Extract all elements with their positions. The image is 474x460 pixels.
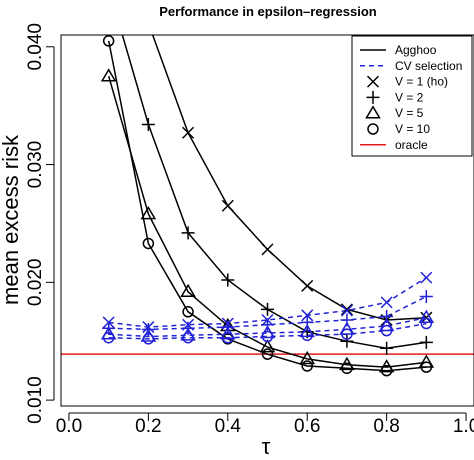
data-point [140, 206, 157, 220]
x-tick-label: 0.0 [56, 416, 82, 437]
series-line [108, 316, 427, 338]
x-tick-label: 1.0 [453, 416, 474, 437]
data-point [419, 335, 433, 349]
data-point [301, 279, 314, 292]
legend-label: V = 2 [395, 90, 424, 104]
data-point [340, 304, 353, 317]
data-point [182, 126, 195, 139]
data-point [261, 348, 274, 360]
y-tick-label: 0.040 [25, 23, 46, 71]
series-layer [61, 18, 474, 377]
data-point [142, 237, 155, 250]
data-point [420, 317, 433, 330]
data-point [300, 315, 314, 329]
data-point [261, 318, 274, 332]
x-tick-label: 0.6 [294, 416, 320, 437]
series-line [108, 322, 427, 340]
data-point [182, 306, 194, 318]
data-point [418, 354, 435, 368]
legend-label: V = 10 [395, 122, 430, 136]
chart-title: Performance in epsilon–regression [159, 4, 377, 19]
y-tick-label: 0.030 [25, 141, 46, 189]
data-point [380, 324, 393, 337]
data-point [380, 341, 394, 355]
data-point [141, 118, 155, 132]
data-point [221, 199, 234, 212]
data-point [181, 226, 195, 240]
data-point [380, 364, 393, 377]
series-line [107, 75, 427, 368]
data-point [420, 361, 433, 373]
plot-frame [60, 34, 474, 407]
data-point [142, 333, 155, 345]
data-point [420, 271, 433, 284]
data-point [143, 18, 154, 29]
x-tick-label: 0.8 [373, 416, 399, 437]
data-point [341, 328, 353, 340]
data-point [340, 303, 353, 316]
legend: Agghoo CV selection V = 1 (ho)V = 2 V = 5 V … [351, 35, 473, 157]
data-point [301, 360, 313, 372]
data-point [102, 331, 115, 344]
data-point [418, 309, 435, 323]
data-point [301, 309, 314, 322]
data-point [222, 331, 234, 344]
data-point [180, 283, 196, 298]
data-point [261, 302, 274, 316]
data-point [339, 321, 355, 335]
x-axis-label: τ [262, 434, 271, 459]
legend-marker [365, 105, 381, 119]
legend-label: Agghoo [395, 43, 437, 57]
legend-label: V = 1 (ho) [395, 75, 448, 89]
legend-marker [367, 123, 379, 135]
data-point [100, 68, 117, 82]
data-point [261, 330, 274, 343]
legend-marker [366, 90, 380, 104]
y-axis: 0.010 0.020 0.030 0.040 [25, 23, 55, 424]
data-point [419, 289, 433, 303]
x-tick-label: 0.4 [215, 416, 242, 437]
data-point [380, 309, 394, 323]
series-line [108, 295, 427, 331]
y-tick-label: 0.010 [25, 376, 46, 424]
legend-box [351, 35, 473, 157]
data-point [299, 350, 316, 365]
y-tick-label: 0.020 [25, 259, 46, 307]
data-point [182, 331, 194, 344]
data-point [380, 296, 393, 309]
data-point [102, 35, 115, 47]
data-point [341, 362, 353, 375]
legend-label: CV selection [395, 59, 462, 73]
data-point [340, 334, 354, 348]
data-point [261, 243, 274, 256]
data-point [259, 339, 276, 353]
legend-marker [366, 75, 380, 88]
data-point [301, 329, 313, 342]
data-point [221, 273, 235, 287]
x-tick-label: 0.2 [135, 416, 161, 437]
legend-label: oracle [395, 138, 428, 152]
legend-label: V = 5 [395, 106, 424, 120]
y-axis-label: mean excess risk [0, 134, 23, 305]
data-point [378, 317, 395, 332]
x-axis: 0.0 0.2 0.4 0.6 0.8 1.0 [56, 412, 474, 437]
series-line [107, 40, 427, 372]
